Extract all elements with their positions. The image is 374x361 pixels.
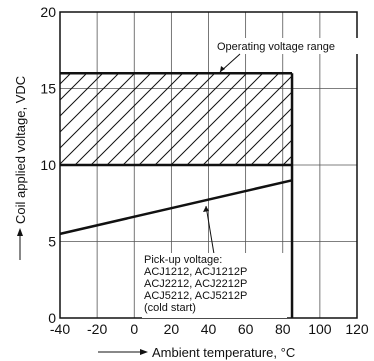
operating-range-boundaries (60, 71, 293, 167)
pickup-label-line-4: ACJ5212, ACJ5212P (144, 290, 247, 302)
pickup-label-line-2: ACJ1212, ACJ1212P (144, 266, 247, 278)
y-tick-label: 0 (48, 310, 56, 326)
y-axis-arrow-head (17, 228, 23, 236)
operating-range-hatch (60, 73, 293, 165)
x-tick-label: 0 (130, 321, 138, 337)
x-tick-label: 80 (275, 321, 291, 337)
x-tick-label: -40 (50, 321, 70, 337)
y-tick-label: 10 (40, 157, 56, 173)
y-axis-label-group: Coil applied voltage, VDC (13, 76, 28, 260)
pickup-leader-line (205, 205, 215, 255)
y-tick-labels: 0 5 10 15 20 (40, 4, 56, 326)
range-label-bg (216, 38, 368, 54)
x-axis-arrow-head (140, 349, 148, 355)
pickup-leader-arrow (203, 206, 209, 212)
pickup-label-bg (142, 253, 287, 318)
x-tick-label: 20 (164, 321, 180, 337)
y-tick-label: 15 (40, 81, 56, 97)
x-tick-label: 100 (308, 321, 332, 337)
x-axis-label: Ambient temperature, °C (152, 345, 295, 360)
y-tick-label: 5 (48, 234, 56, 250)
pickup-label-line-5: (cold start) (144, 302, 196, 314)
x-tick-label: 60 (238, 321, 254, 337)
pickup-voltage-line (59, 179, 293, 236)
y-tick-label: 20 (40, 4, 56, 20)
x-tick-label: 40 (201, 321, 217, 337)
pickup-label-line-3: ACJ2212, ACJ2212P (144, 278, 247, 290)
pickup-voltage-label: Pick-up voltage: ACJ1212, ACJ1212P ACJ22… (144, 254, 247, 314)
x-tick-labels: -40 -20 0 20 40 60 80 100 120 (50, 321, 369, 337)
x-tick-label: 120 (345, 321, 369, 337)
x-tick-label: -20 (87, 321, 107, 337)
pickup-label-line-1: Pick-up voltage: (144, 254, 222, 266)
operating-range-label: Operating voltage range (217, 41, 335, 53)
range-leader-arrow (220, 66, 225, 72)
y-axis-label: Coil applied voltage, VDC (13, 76, 28, 224)
